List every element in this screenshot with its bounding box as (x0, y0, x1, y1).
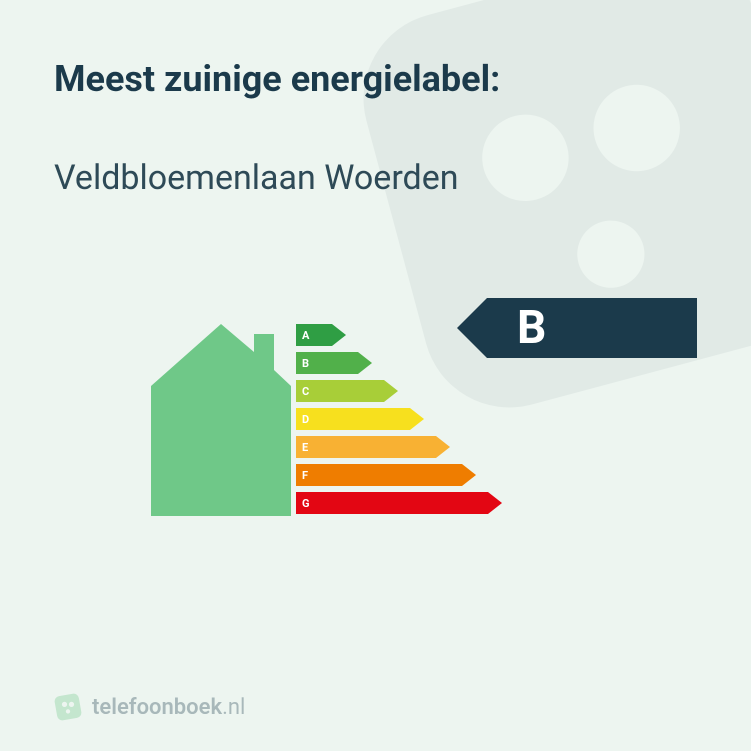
energy-bar-label-f: F (302, 469, 308, 482)
house-icon (151, 324, 291, 516)
energy-bar-label-b: B (302, 357, 309, 370)
energy-bar-e (296, 436, 450, 458)
energy-bar-label-d: D (302, 413, 309, 426)
card-subtitle: Veldbloemenlaan Woerden (54, 157, 697, 200)
energy-bar-label-e: E (302, 441, 308, 454)
brand-icon (54, 693, 82, 721)
footer: telefoonboek.nl (54, 693, 697, 721)
brand-text: telefoonboek.nl (92, 695, 245, 720)
energy-bar-label-c: C (302, 385, 309, 398)
card-title: Meest zuinige energielabel: (54, 58, 697, 101)
energy-bar-label-a: A (302, 329, 310, 342)
brand-name: telefoonboek (92, 695, 222, 720)
energy-label-card: Meest zuinige energielabel: Veldbloemenl… (0, 0, 751, 751)
energy-bar-c (296, 380, 398, 402)
energy-bar-f (296, 464, 476, 486)
energy-bar-g (296, 492, 502, 514)
selected-label-indicator: B (487, 298, 697, 358)
energy-bar-label-g: G (302, 497, 310, 510)
energy-bar-d (296, 408, 424, 430)
selected-label-letter: B (497, 301, 546, 355)
brand-tld: .nl (222, 695, 245, 720)
chart-area: A B C D E F G B (54, 240, 697, 693)
